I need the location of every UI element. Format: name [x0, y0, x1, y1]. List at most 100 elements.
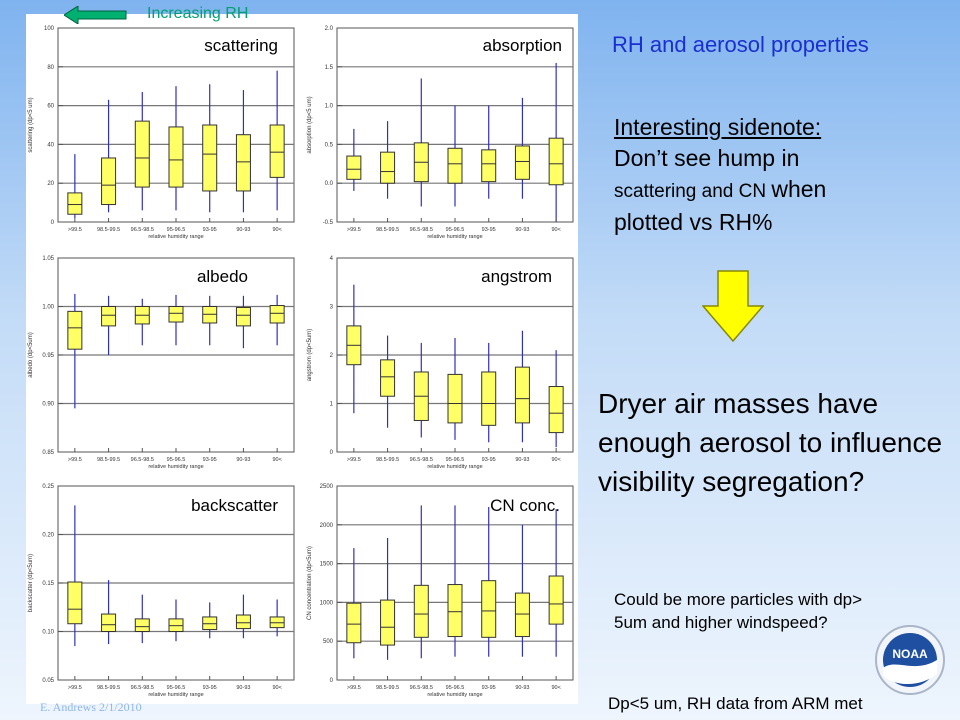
x-tick-label: 95-96.5 — [167, 227, 186, 233]
box-iqr — [101, 157, 117, 206]
y-tick-label: 0.05 — [42, 678, 54, 684]
x-tick-label: 95-96.5 — [167, 685, 186, 691]
sidenote-fragment: when — [771, 176, 827, 202]
y-tick-label: 1.5 — [325, 65, 334, 71]
x-tick-label: 98.5-99.5 — [97, 227, 120, 233]
y-tick-label: -0.5 — [323, 220, 334, 226]
box-iqr — [269, 124, 285, 178]
sidenote-text: Interesting sidenote: Don’t see hump in … — [614, 112, 826, 238]
x-axis-label: relative humidity range — [148, 692, 203, 698]
x-tick-label: 95-96.5 — [446, 457, 465, 463]
box-iqr — [481, 580, 497, 638]
panel-title: absorption — [483, 36, 562, 55]
box-iqr — [235, 134, 251, 192]
x-tick-label: >99.5 — [347, 685, 361, 691]
box-iqr — [134, 120, 150, 188]
box-iqr — [235, 614, 251, 630]
y-tick-label: 1.05 — [42, 256, 54, 262]
x-tick-label: 90-93 — [515, 457, 529, 463]
y-axis-label: absorption (dp<5 um) — [307, 96, 313, 153]
particles-question: Could be more particles with dp> 5um and… — [614, 588, 862, 634]
x-tick-label: 90-93 — [236, 685, 250, 691]
box-iqr — [548, 137, 564, 186]
x-axis-label: relative humidity range — [427, 692, 482, 698]
box-iqr — [101, 613, 117, 632]
panel-title: backscatter — [191, 496, 278, 515]
x-tick-label: 96.5-98.5 — [131, 227, 154, 233]
y-tick-label: 0 — [51, 220, 55, 226]
box-iqr — [548, 575, 564, 625]
sidenote-line: Don’t see hump in — [614, 145, 800, 171]
x-axis-label: relative humidity range — [148, 464, 203, 470]
x-tick-label: 90< — [551, 685, 560, 691]
sidenote-line: plotted vs RH% — [614, 209, 773, 235]
x-tick-label: >99.5 — [347, 457, 361, 463]
x-tick-label: 96.5-98.5 — [131, 457, 154, 463]
x-tick-label: 93-95 — [203, 227, 217, 233]
y-tick-label: 60 — [47, 104, 54, 110]
y-tick-label: 0.85 — [42, 450, 54, 456]
y-tick-label: 0.5 — [325, 142, 334, 148]
author-footer: E. Andrews 2/1/2010 — [40, 700, 142, 714]
y-tick-label: 0.90 — [42, 402, 54, 408]
x-tick-label: >99.5 — [347, 227, 361, 233]
sidenote-line: scattering and CN when — [614, 174, 826, 207]
panel-title: CN conc. — [490, 496, 560, 515]
x-tick-label: 90< — [551, 457, 560, 463]
box-iqr — [447, 373, 463, 424]
y-tick-label: 2500 — [320, 484, 334, 490]
y-axis-label: CN concentration (dp<5um) — [307, 546, 313, 620]
left-arrow-icon — [64, 6, 127, 24]
x-axis-label: relative humidity range — [148, 234, 203, 240]
y-axis-label: backscatter (dp<5um) — [28, 554, 34, 612]
x-tick-label: 98.5-99.5 — [97, 457, 120, 463]
y-tick-label: 4 — [330, 256, 334, 262]
x-tick-label: 98.5-99.5 — [376, 457, 399, 463]
increasing-rh-label: Increasing RH — [147, 5, 249, 22]
data-source-note: Dp<5 um, RH data from ARM met — [608, 694, 863, 713]
x-tick-label: 93-95 — [482, 227, 496, 233]
y-tick-label: 0.25 — [42, 484, 54, 490]
x-tick-label: 93-95 — [203, 685, 217, 691]
x-tick-label: 93-95 — [482, 685, 496, 691]
x-tick-label: 96.5-98.5 — [410, 227, 433, 233]
box-iqr — [548, 386, 564, 434]
x-tick-label: 90-93 — [515, 685, 529, 691]
box-iqr — [514, 366, 530, 424]
panel-title: albedo — [197, 267, 248, 286]
x-axis-label: relative humidity range — [427, 234, 482, 240]
y-tick-label: 1000 — [320, 600, 334, 606]
x-tick-label: 90-93 — [515, 227, 529, 233]
slide-title: RH and aerosol properties — [612, 32, 869, 57]
x-tick-label: 93-95 — [482, 457, 496, 463]
box-iqr — [346, 155, 362, 180]
x-tick-label: >99.5 — [68, 457, 82, 463]
x-tick-label: 90-93 — [236, 227, 250, 233]
y-tick-label: 0.10 — [42, 630, 54, 636]
x-tick-label: 98.5-99.5 — [97, 685, 120, 691]
x-tick-label: >99.5 — [68, 685, 82, 691]
box-iqr — [235, 306, 251, 327]
box-iqr — [481, 371, 497, 426]
x-tick-label: 96.5-98.5 — [410, 457, 433, 463]
y-tick-label: 0.20 — [42, 533, 54, 539]
box-iqr — [269, 305, 285, 324]
box-iqr — [67, 192, 83, 215]
x-tick-label: 98.5-99.5 — [376, 227, 399, 233]
x-tick-label: 90< — [551, 227, 560, 233]
x-tick-label: 95-96.5 — [167, 457, 186, 463]
box-iqr — [380, 151, 396, 184]
y-tick-label: 0.0 — [325, 181, 334, 187]
particles-question-line: 5um and higher windspeed? — [614, 613, 828, 632]
particles-question-line: Could be more particles with dp> — [614, 590, 863, 609]
down-arrow-icon — [702, 270, 764, 342]
box-iqr — [168, 306, 184, 323]
x-tick-label: 96.5-98.5 — [131, 685, 154, 691]
y-tick-label: 1.00 — [42, 305, 54, 311]
panel-title: angstrom — [481, 267, 552, 286]
svg-text:NOAA: NOAA — [892, 647, 928, 661]
y-tick-label: 20 — [47, 181, 54, 187]
box-iqr — [447, 584, 463, 638]
y-tick-label: 2.0 — [325, 26, 334, 32]
box-iqr — [447, 147, 463, 184]
